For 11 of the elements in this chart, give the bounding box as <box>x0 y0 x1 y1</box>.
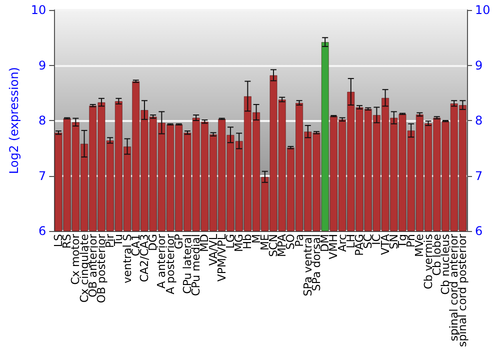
y2-tick-label: 10 <box>475 3 490 17</box>
y2-tick-label: 6 <box>475 224 483 238</box>
y-axis-title: Log2 (expression) <box>7 67 21 174</box>
y2-tick-label: 9 <box>475 58 483 72</box>
y-tick-label: 8 <box>38 114 46 128</box>
y-tick-label: 9 <box>38 58 46 72</box>
y2-tick-label: 7 <box>475 168 483 183</box>
y-tick-label: 10 <box>30 3 46 17</box>
y2-tick-label: 8 <box>475 114 483 128</box>
y-tick-label: 6 <box>38 224 46 238</box>
y-tick-label: 7 <box>38 168 46 183</box>
